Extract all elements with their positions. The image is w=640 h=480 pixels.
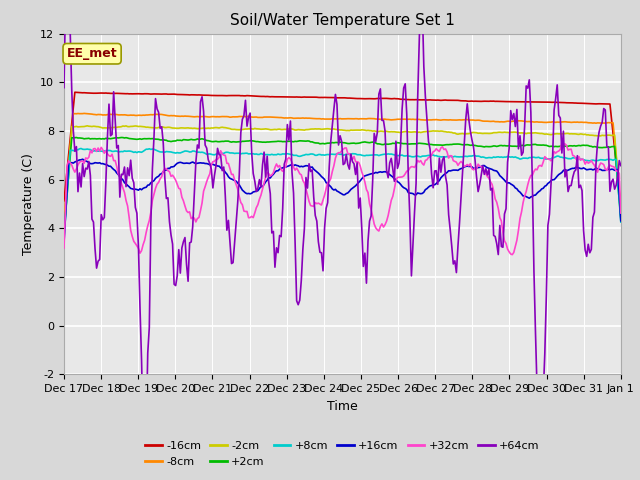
Legend: -16cm, -8cm, -2cm, +2cm, +8cm, +16cm, +32cm, +64cm: -16cm, -8cm, -2cm, +2cm, +8cm, +16cm, +3… [141, 437, 544, 471]
Y-axis label: Temperature (C): Temperature (C) [22, 153, 35, 255]
Text: EE_met: EE_met [67, 47, 117, 60]
X-axis label: Time: Time [327, 400, 358, 413]
Title: Soil/Water Temperature Set 1: Soil/Water Temperature Set 1 [230, 13, 455, 28]
